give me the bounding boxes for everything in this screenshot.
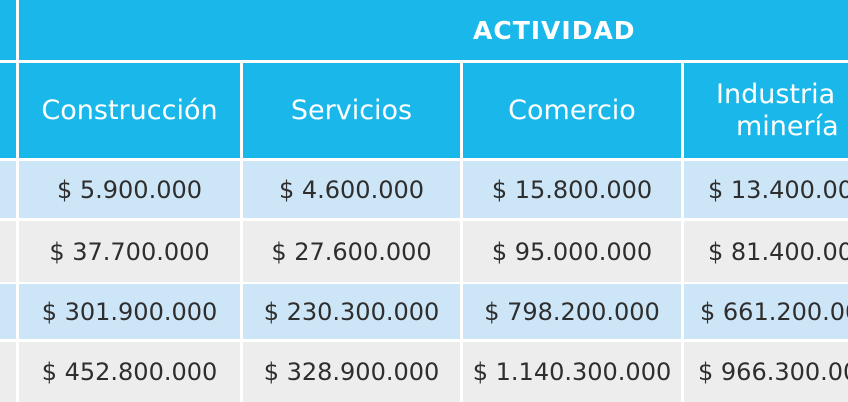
column-header-industria-line1: Industria	[716, 78, 836, 110]
table-cell: $ 661.200.000	[684, 284, 848, 339]
table-cell: $ 230.300.000	[243, 284, 460, 339]
stub-column-cell	[0, 63, 16, 158]
column-header-servicios: Servicios	[243, 63, 460, 158]
column-header-comercio: Comercio	[463, 63, 681, 158]
table-cell: $ 27.600.000	[243, 221, 460, 282]
table-cell: $ 4.600.000	[243, 161, 460, 218]
table-cell: $ 301.900.000	[19, 284, 240, 339]
table-cell: $ 328.900.000	[243, 342, 460, 402]
table-cell: $ 37.700.000	[19, 221, 240, 282]
table-cell: $ 95.000.000	[463, 221, 681, 282]
table-cell: $ 1.140.300.000	[463, 342, 681, 402]
table-cell: $ 798.200.000	[463, 284, 681, 339]
activity-group-header: ACTIVIDAD	[19, 0, 848, 60]
stub-row-3	[0, 284, 16, 339]
table-cell: $ 452.800.000	[19, 342, 240, 402]
column-header-industria-mineria: Industria minería	[684, 63, 848, 158]
stub-row-2	[0, 221, 16, 282]
stub-header-cell	[0, 0, 16, 60]
table-cell: $ 5.900.000	[19, 161, 240, 218]
table-cell: $ 15.800.000	[463, 161, 681, 218]
table-cell: $ 81.400.000	[684, 221, 848, 282]
stub-row-4	[0, 342, 16, 402]
stub-row-1	[0, 161, 16, 218]
table-cell: $ 13.400.000	[684, 161, 848, 218]
column-header-industria-line2: minería	[736, 110, 839, 142]
table-cell: $ 966.300.000	[684, 342, 848, 402]
column-header-construccion: Construcción	[19, 63, 240, 158]
